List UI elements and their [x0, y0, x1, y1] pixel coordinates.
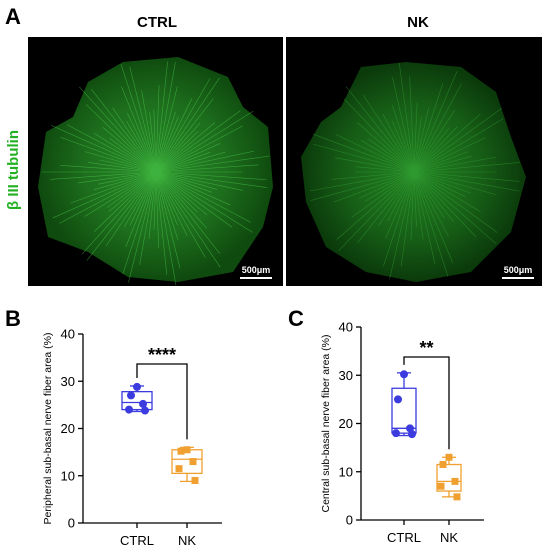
y-tick-label: 0 [68, 516, 75, 531]
svg-text:500μm: 500μm [504, 265, 533, 275]
stain-label: β III tubulin [5, 130, 22, 210]
x-tick-label: NK [440, 530, 458, 545]
x-tick-label: CTRL [387, 530, 421, 545]
panel-letter-a: A [5, 4, 21, 29]
image-title-ctrl: CTRL [137, 14, 177, 31]
data-point [127, 391, 135, 400]
svg-text:500μm: 500μm [242, 265, 271, 275]
y-tick-label: 20 [61, 421, 75, 436]
data-point [133, 382, 141, 391]
data-point [139, 399, 147, 408]
data-point [400, 370, 408, 379]
data-point [453, 493, 461, 501]
data-point [125, 405, 133, 414]
cornea-whole-mount-nk [301, 62, 526, 282]
chart-b: 0 10 20 30 40 CTRL NK Peripheral sub-basal nerv… [42, 327, 222, 548]
x-tick-label: CTRL [120, 533, 154, 548]
data-point [177, 447, 185, 455]
data-point [189, 458, 197, 466]
micrograph-nk: 500μm [286, 37, 542, 286]
significance-label: **** [148, 345, 176, 365]
data-point [451, 477, 459, 485]
y-tick-label: 40 [61, 327, 75, 342]
data-point [408, 430, 416, 439]
y-axis-label: Peripheral sub-basal nerve fiber area (%… [42, 332, 54, 524]
box [121, 390, 153, 411]
significance-bracket [136, 363, 188, 440]
data-point [437, 482, 445, 490]
box [436, 463, 462, 492]
image-title-nk: NK [407, 14, 429, 31]
box [391, 387, 417, 434]
y-tick-label: 30 [339, 368, 353, 383]
panel-letter-c: C [288, 306, 304, 331]
data-point [183, 446, 191, 454]
data-point [191, 476, 199, 484]
y-tick-label: 10 [339, 464, 353, 479]
data-point [445, 453, 453, 461]
significance-label: ** [419, 338, 433, 358]
y-tick-label: 20 [339, 416, 353, 431]
micrograph-ctrl: 500μm [28, 37, 283, 286]
data-point [392, 429, 400, 438]
scale-bar-nk: 500μm [502, 265, 534, 279]
scale-bar-ctrl: 500μm [240, 265, 272, 279]
y-tick-label: 40 [339, 320, 353, 335]
x-tick-label: NK [178, 533, 196, 548]
data-point [394, 395, 402, 404]
y-axis-label: Central sub-basal nerve fiber area (%) [320, 335, 332, 513]
significance-bracket [403, 356, 450, 450]
data-point [175, 465, 183, 473]
y-tick-label: 10 [61, 468, 75, 483]
data-point [439, 461, 447, 469]
stain-label-text: β III tubulin [5, 130, 22, 210]
data-point [141, 406, 149, 415]
chart-c: 0 10 20 30 40 CTRL NK Central sub-basal nerve f… [320, 320, 484, 545]
y-tick-label: 0 [346, 513, 353, 528]
panel-letter-b: B [5, 306, 21, 331]
y-tick-label: 30 [61, 374, 75, 389]
